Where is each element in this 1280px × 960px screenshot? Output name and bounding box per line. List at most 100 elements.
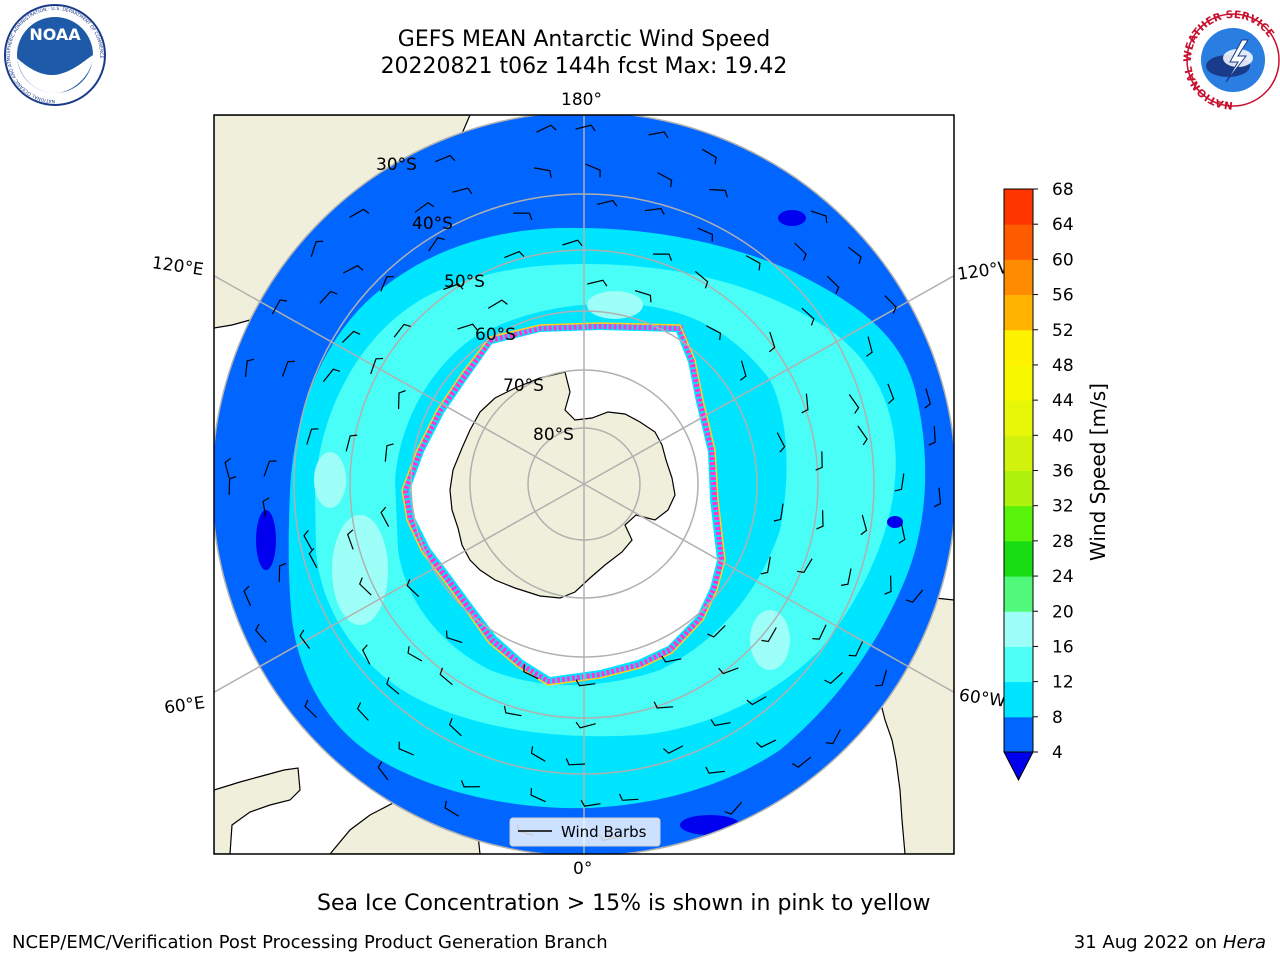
wind-barb bbox=[384, 443, 394, 462]
wind-barb bbox=[443, 283, 464, 291]
wind-barb bbox=[768, 331, 776, 353]
lat-label-80: 80°S bbox=[533, 425, 574, 445]
latitude-labels: 30°S 40°S 50°S 60°S 70°S 80°S bbox=[376, 155, 574, 445]
wind-below-4-patch bbox=[778, 210, 806, 226]
wind-barb bbox=[816, 510, 824, 530]
wind-16-20-patch bbox=[314, 452, 346, 508]
lat-label-70: 70°S bbox=[503, 376, 544, 396]
wind-barb bbox=[701, 148, 717, 165]
colorbar-tick-label: 24 bbox=[1052, 567, 1074, 587]
wind-barb bbox=[224, 457, 232, 479]
colorbar-segment bbox=[1004, 400, 1033, 436]
map-frame bbox=[213, 114, 955, 855]
colorbar-tick-label: 4 bbox=[1052, 743, 1063, 763]
wind-barb bbox=[377, 761, 389, 781]
wind-barb bbox=[933, 487, 942, 508]
colorbar-tick-label: 60 bbox=[1052, 250, 1074, 270]
lon-label-180: 180° bbox=[561, 90, 602, 110]
meridian-120w bbox=[583, 274, 954, 485]
wind-barb bbox=[796, 558, 813, 574]
legend-label: Wind Barbs bbox=[561, 823, 647, 841]
colorbar-tick-label: 68 bbox=[1052, 180, 1074, 200]
wind-barb bbox=[380, 275, 394, 292]
colorbar-segment bbox=[1004, 364, 1033, 401]
wind-barb bbox=[306, 428, 319, 445]
wind-barb bbox=[565, 758, 586, 766]
wind-barb bbox=[386, 677, 400, 695]
wind-barb bbox=[262, 497, 270, 518]
wind-barb bbox=[773, 503, 784, 522]
wind-barb bbox=[848, 246, 862, 264]
wind-barb bbox=[884, 575, 892, 595]
wind-barb bbox=[597, 199, 618, 207]
wind-barb bbox=[523, 664, 539, 680]
wind-barb bbox=[513, 212, 533, 221]
wind-barb bbox=[281, 360, 295, 377]
wind-barb bbox=[503, 705, 522, 717]
chart-subtitle: 20220821 t06z 144h fcst Max: 19.42 bbox=[380, 54, 788, 79]
wind-barb bbox=[776, 432, 786, 453]
colorbar-tick-label: 48 bbox=[1052, 356, 1074, 376]
lat-label-60: 60°S bbox=[475, 325, 516, 345]
wind-below-4-patch bbox=[256, 510, 276, 570]
lon-label-60e: 60°E bbox=[163, 693, 206, 718]
map-legend: Wind Barbs bbox=[509, 817, 661, 847]
wind-barb bbox=[358, 577, 372, 596]
wind-barb bbox=[653, 701, 674, 709]
wind-barb bbox=[746, 696, 767, 706]
wind-barb bbox=[801, 307, 815, 326]
wind-barb bbox=[653, 253, 673, 261]
sea-ice-edge-yellow bbox=[401, 322, 726, 686]
footer-date-host: 31 Aug 2022 on Hera bbox=[1074, 932, 1266, 953]
wind-barb bbox=[393, 323, 411, 338]
wind-barb bbox=[894, 473, 905, 492]
lon-label-0: 0° bbox=[573, 859, 592, 879]
wind-barb bbox=[398, 390, 406, 410]
wind-barb bbox=[444, 800, 460, 817]
colorbar-segment bbox=[1004, 470, 1033, 507]
wind-barb bbox=[398, 741, 415, 756]
wind-barb bbox=[887, 383, 895, 404]
meridian-120e bbox=[214, 274, 585, 485]
wind-barb bbox=[299, 629, 311, 649]
wind-barb bbox=[812, 624, 827, 640]
wind-barb bbox=[866, 336, 873, 357]
wind-barb bbox=[648, 131, 669, 139]
wind-barb bbox=[530, 788, 546, 803]
wind-barb bbox=[310, 240, 324, 257]
wind-barb bbox=[452, 187, 473, 195]
lon-label-60w: 60°W bbox=[958, 685, 1007, 711]
wind-barb bbox=[857, 425, 868, 446]
meridian-60e bbox=[214, 483, 585, 694]
colorbar-label: Wind Speed [m/s] bbox=[1086, 383, 1110, 561]
lon-label-120e: 120°E bbox=[151, 253, 205, 280]
wind-barb bbox=[661, 655, 682, 663]
wind-barb bbox=[575, 679, 596, 687]
colorbar-tick-label: 44 bbox=[1052, 391, 1074, 411]
wind-barb bbox=[587, 279, 608, 287]
wind-barb bbox=[824, 672, 844, 685]
colorbar-under-extension bbox=[1003, 751, 1034, 782]
wind-barb bbox=[428, 237, 445, 252]
sea-ice-edge bbox=[401, 322, 726, 686]
wind-barb bbox=[460, 780, 481, 788]
wind-barb bbox=[406, 578, 420, 598]
colorbar-tick-label: 36 bbox=[1052, 462, 1074, 482]
colorbar-segment bbox=[1004, 716, 1033, 753]
wind-barb bbox=[243, 585, 252, 606]
wind-barb bbox=[536, 124, 557, 133]
wind-barb bbox=[356, 702, 369, 721]
wind-barb bbox=[706, 325, 722, 341]
colorbar-tick-label: 56 bbox=[1052, 286, 1074, 306]
wind-barb bbox=[875, 669, 888, 687]
wind-barbs bbox=[224, 124, 942, 841]
colorbar-segment bbox=[1004, 435, 1033, 471]
colorbar-segment bbox=[1004, 576, 1033, 612]
chart-title: GEFS MEAN Antarctic Wind Speed bbox=[397, 27, 771, 52]
colorbar-segment bbox=[1004, 224, 1033, 260]
wind-barb bbox=[760, 556, 771, 575]
wind-barb bbox=[634, 290, 652, 303]
lat-label-50: 50°S bbox=[444, 272, 485, 292]
